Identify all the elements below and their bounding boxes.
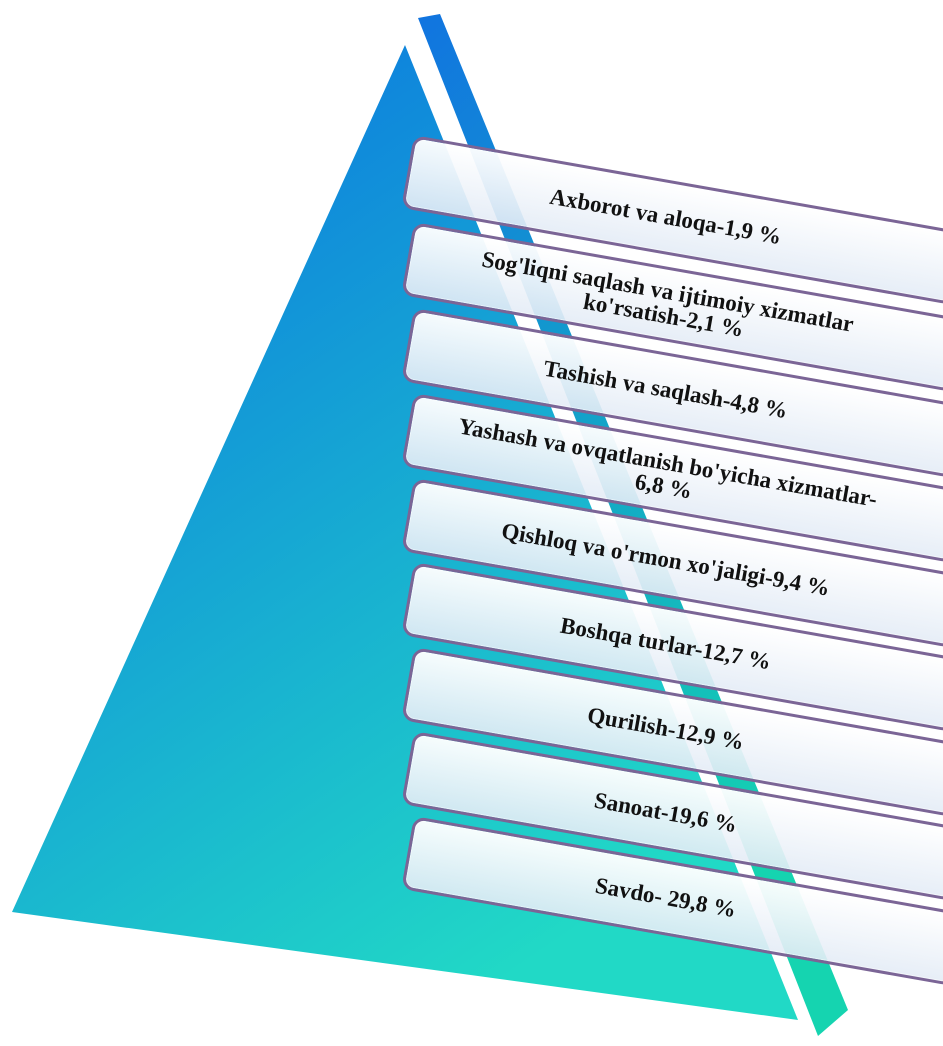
tier-1-label: Axborot va aloqa-1,9 % (547, 183, 784, 250)
tier-9-label: Savdo- 29,8 % (593, 872, 739, 923)
tier-8-label: Sanoat-19,6 % (592, 787, 739, 838)
tier-7-label: Qurilish-12,9 % (585, 702, 746, 755)
tier-6-label: Boshqa turlar-12,7 % (558, 612, 773, 675)
